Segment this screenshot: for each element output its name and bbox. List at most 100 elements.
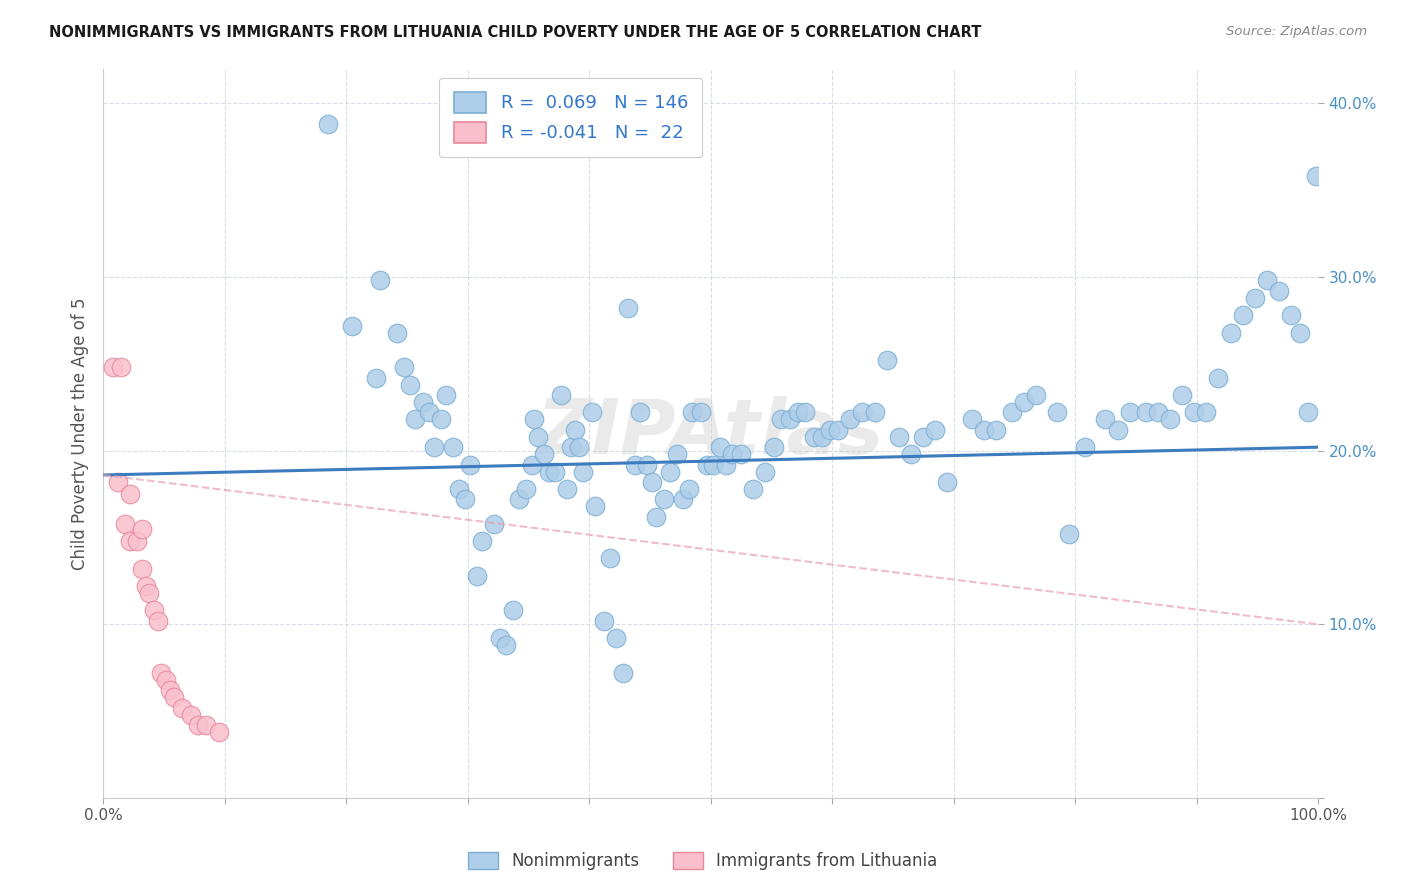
- Point: [1171, 388, 1194, 402]
- Point: [523, 412, 546, 426]
- Point: [441, 440, 464, 454]
- Point: [779, 412, 801, 426]
- Point: [495, 638, 517, 652]
- Point: [131, 562, 153, 576]
- Point: [672, 492, 695, 507]
- Point: [187, 718, 209, 732]
- Point: [1094, 412, 1116, 426]
- Y-axis label: Child Poverty Under the Age of 5: Child Poverty Under the Age of 5: [72, 297, 89, 569]
- Point: [1046, 405, 1069, 419]
- Point: [689, 405, 711, 419]
- Point: [1159, 412, 1181, 426]
- Point: [430, 412, 453, 426]
- Point: [716, 458, 738, 472]
- Point: [1107, 423, 1129, 437]
- Point: [851, 405, 873, 419]
- Point: [484, 516, 506, 531]
- Text: NONIMMIGRANTS VS IMMIGRANTS FROM LITHUANIA CHILD POVERTY UNDER THE AGE OF 5 CORR: NONIMMIGRANTS VS IMMIGRANTS FROM LITHUAN…: [49, 25, 981, 40]
- Point: [533, 447, 555, 461]
- Point: [818, 423, 841, 437]
- Point: [1001, 405, 1024, 419]
- Point: [592, 614, 614, 628]
- Point: [721, 447, 744, 461]
- Point: [1208, 370, 1230, 384]
- Point: [502, 603, 524, 617]
- Point: [162, 690, 184, 705]
- Point: [127, 533, 149, 548]
- Point: [146, 614, 169, 628]
- Point: [131, 522, 153, 536]
- Point: [107, 475, 129, 489]
- Point: [465, 568, 488, 582]
- Point: [385, 326, 408, 340]
- Text: ZIPAtlas: ZIPAtlas: [537, 396, 884, 470]
- Point: [489, 632, 512, 646]
- Point: [984, 423, 1007, 437]
- Point: [195, 718, 218, 732]
- Point: [794, 405, 817, 419]
- Text: Source: ZipAtlas.com: Source: ZipAtlas.com: [1226, 25, 1367, 38]
- Point: [138, 586, 160, 600]
- Point: [1135, 405, 1157, 419]
- Point: [118, 533, 141, 548]
- Point: [366, 370, 388, 384]
- Point: [617, 301, 640, 316]
- Point: [368, 273, 391, 287]
- Point: [399, 377, 422, 392]
- Point: [912, 430, 935, 444]
- Point: [1279, 308, 1302, 322]
- Point: [568, 440, 591, 454]
- Point: [605, 632, 627, 646]
- Point: [1298, 405, 1320, 419]
- Point: [404, 412, 426, 426]
- Point: [742, 482, 765, 496]
- Point: [316, 117, 339, 131]
- Point: [654, 492, 676, 507]
- Point: [418, 405, 440, 419]
- Point: [118, 487, 141, 501]
- Point: [340, 318, 363, 333]
- Point: [564, 423, 586, 437]
- Point: [863, 405, 886, 419]
- Point: [143, 603, 166, 617]
- Point: [1146, 405, 1168, 419]
- Point: [665, 447, 688, 461]
- Point: [454, 492, 477, 507]
- Point: [678, 482, 700, 496]
- Point: [887, 430, 910, 444]
- Point: [449, 482, 471, 496]
- Point: [973, 423, 995, 437]
- Point: [110, 360, 132, 375]
- Point: [960, 412, 983, 426]
- Point: [636, 458, 658, 472]
- Point: [811, 430, 834, 444]
- Point: [1243, 291, 1265, 305]
- Point: [527, 430, 550, 444]
- Point: [458, 458, 481, 472]
- Point: [924, 423, 946, 437]
- Point: [839, 412, 862, 426]
- Point: [394, 360, 416, 375]
- Point: [583, 500, 606, 514]
- Point: [555, 482, 578, 496]
- Point: [876, 353, 898, 368]
- Point: [936, 475, 959, 489]
- Point: [544, 465, 567, 479]
- Point: [422, 440, 444, 454]
- Point: [520, 458, 543, 472]
- Point: [155, 673, 177, 687]
- Point: [150, 665, 173, 680]
- Point: [412, 395, 434, 409]
- Point: [560, 440, 582, 454]
- Point: [762, 440, 785, 454]
- Point: [645, 509, 668, 524]
- Point: [730, 447, 752, 461]
- Legend: Nonimmigrants, Immigrants from Lithuania: Nonimmigrants, Immigrants from Lithuania: [461, 845, 945, 877]
- Point: [159, 683, 181, 698]
- Point: [827, 423, 849, 437]
- Point: [1074, 440, 1097, 454]
- Point: [612, 665, 634, 680]
- Legend: R =  0.069   N = 146, R = -0.041   N =  22: R = 0.069 N = 146, R = -0.041 N = 22: [439, 78, 703, 157]
- Point: [434, 388, 457, 402]
- Point: [180, 707, 202, 722]
